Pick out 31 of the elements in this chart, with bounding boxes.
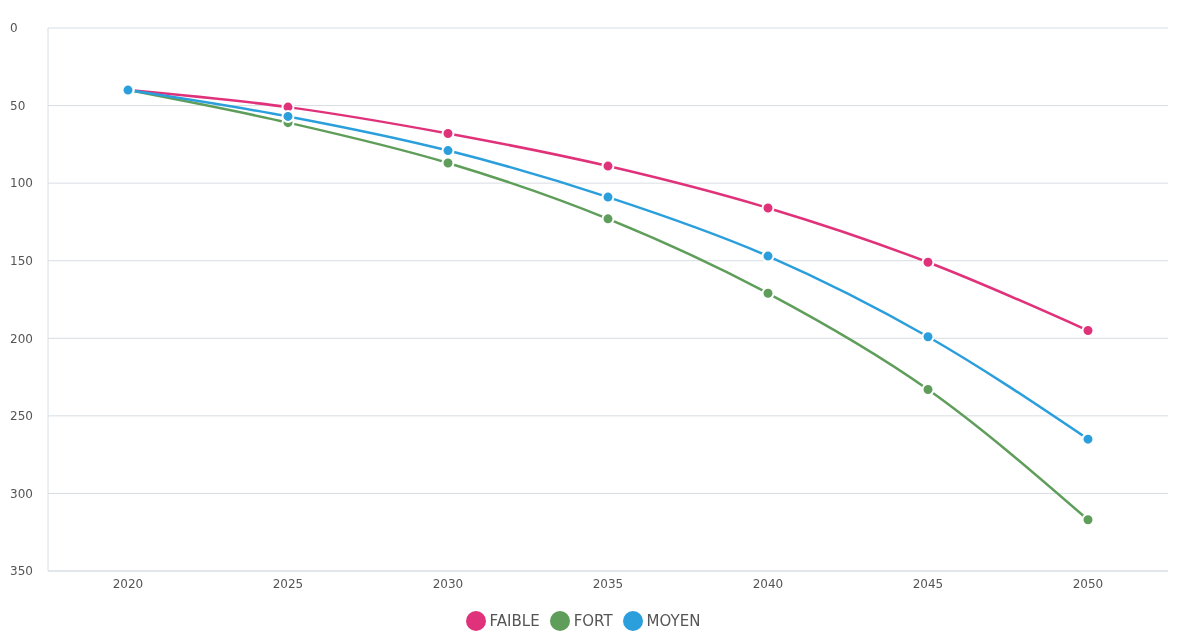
legend-label: FORT [573,611,613,630]
y-tick-label: 350 [10,564,33,579]
point [921,330,935,344]
y-tick-label: 50 [10,98,26,113]
x-tick-label: 2040 [752,576,784,591]
y-tick-label: 250 [10,409,33,424]
y-tick-label: 100 [10,176,33,191]
y-tick-label: 150 [10,253,33,268]
point [1081,513,1095,527]
point [761,286,775,300]
point [761,201,775,215]
y-tick-label: 200 [10,331,33,346]
legend-label: MOYEN [646,611,701,630]
point [921,255,935,269]
x-tick-label: 2030 [432,576,464,591]
x-tick-label: 2045 [912,576,944,591]
point [601,190,615,204]
point [441,127,455,140]
x-tick-label: 2025 [272,576,304,591]
y-tick-label: 0 [10,21,18,36]
point [601,212,615,226]
point [601,159,615,173]
point [1081,432,1095,446]
point [441,156,455,170]
x-tick-label: 2050 [1072,576,1104,591]
x-tick-label: 2035 [592,576,624,591]
y-tick-label: 300 [10,486,33,501]
legend-label: FAIBLE [489,611,540,630]
x-tick-label: 2020 [112,576,144,591]
point [281,109,295,123]
point [761,249,775,263]
